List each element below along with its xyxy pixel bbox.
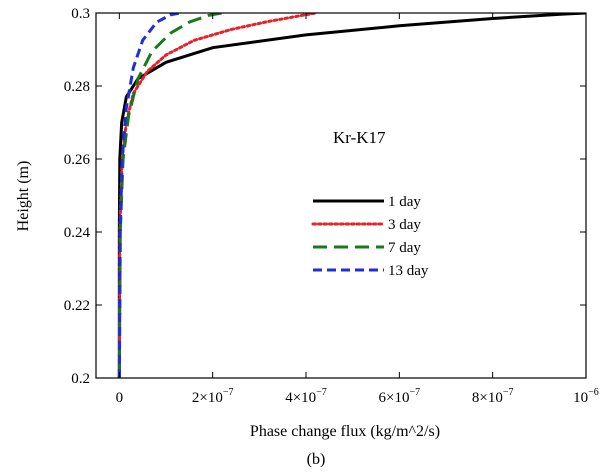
x-tick-label: 10−6: [573, 387, 599, 406]
legend-label: 1 day: [388, 194, 421, 210]
y-tick-label: 0.24: [64, 225, 91, 241]
x-tick-label: 4×10−7: [285, 387, 327, 406]
x-tick-label: 6×10−7: [379, 387, 421, 406]
chart-annotation: Kr-K17: [333, 128, 386, 147]
legend-label: 3 day: [388, 217, 421, 233]
series-line-7-day: [117, 13, 223, 378]
y-tick-label: 0.2: [71, 371, 90, 387]
legend-label: 13 day: [388, 263, 429, 279]
y-tick-label: 0.28: [64, 79, 90, 95]
legend-label: 7 day: [388, 240, 421, 256]
x-tick-label: 0: [116, 390, 124, 406]
x-tick-label: 8×10−7: [472, 387, 514, 406]
x-tick-label: 2×10−7: [192, 387, 234, 406]
series-line-1-day: [117, 13, 586, 378]
y-tick-label: 0.22: [64, 298, 90, 314]
series-line-13-day: [117, 13, 181, 378]
y-axis-label: Height (m): [15, 161, 32, 232]
y-tick-label: 0.3: [71, 6, 90, 22]
x-axis-label: Phase change flux (kg/m^2/s): [250, 423, 440, 440]
series-line-3-day: [117, 13, 317, 378]
legend: 1 day 3 day 7 day 13 day: [311, 194, 429, 279]
y-tick-label: 0.26: [64, 152, 91, 168]
plot-frame: [95, 12, 587, 379]
figure-caption: (b): [307, 451, 326, 468]
